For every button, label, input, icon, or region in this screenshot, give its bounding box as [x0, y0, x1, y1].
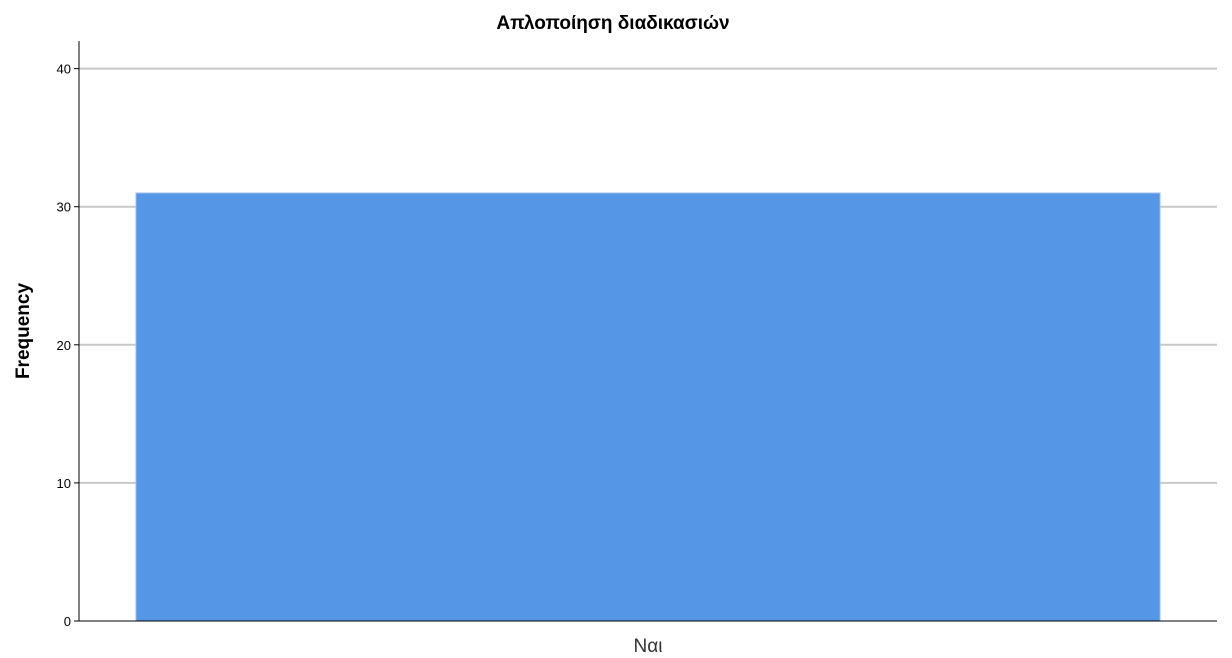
y-axis-label: Frequency [13, 283, 34, 380]
y-tick-label-10: 10 [57, 476, 71, 491]
bars [135, 192, 1161, 622]
axes [74, 41, 1217, 622]
y-tick-label-40: 40 [57, 62, 71, 77]
x-category-labels: Ναι [634, 636, 663, 657]
y-tick-label-0: 0 [64, 614, 71, 629]
chart-title: Απλοποίηση διαδικασιών [496, 13, 729, 34]
y-tick-label-20: 20 [57, 338, 71, 353]
x-category-label-1: Ναι [634, 636, 663, 657]
y-tick-labels: 0 10 20 30 40 [57, 62, 71, 629]
bar-1 [135, 192, 1161, 622]
y-tick-label-30: 30 [57, 200, 71, 215]
